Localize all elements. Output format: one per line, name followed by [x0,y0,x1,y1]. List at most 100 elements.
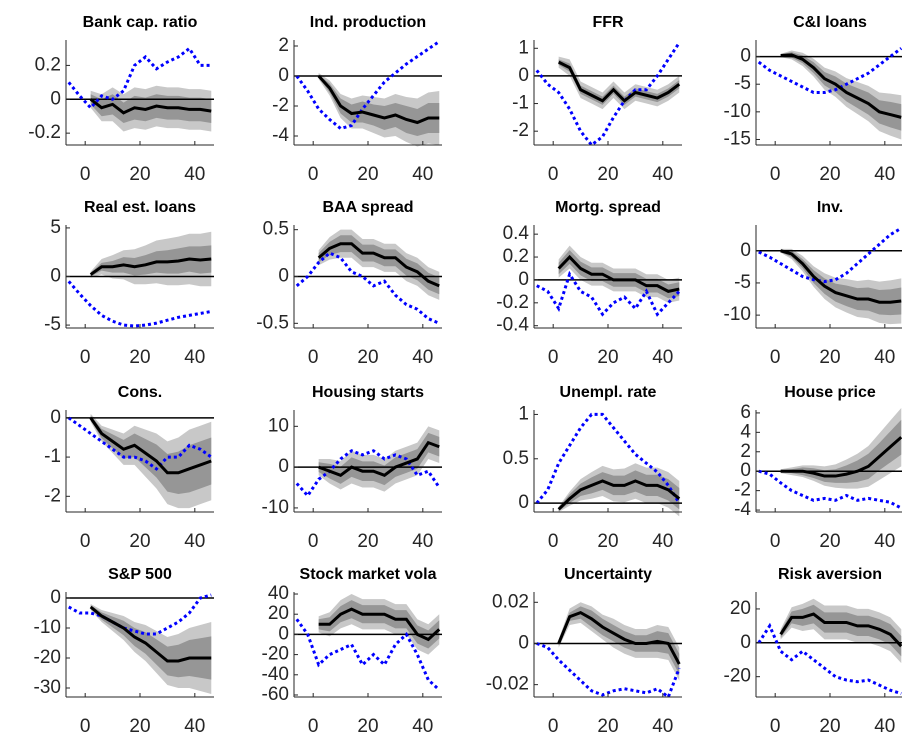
y-tick-label: -40 [262,664,289,685]
panel: Housing starts -10 0 10 0 20 40 [262,384,442,552]
x-tick-label: 20 [357,531,378,552]
x-tick-label: 0 [548,531,559,552]
y-tick-label: -20 [724,666,751,687]
panel-title: Inv. [817,199,843,216]
dotted-line [758,469,902,510]
confidence-band [90,245,212,277]
y-tick-label: 0 [50,266,61,287]
y-tick-label: -4 [272,125,289,146]
panel-title: Ind. production [310,14,426,31]
dotted-line [295,251,440,325]
y-tick-label: 20 [268,603,289,624]
y-tick-label: -2 [272,95,289,116]
x-tick-label: 0 [80,531,91,552]
confidence-band [90,605,212,680]
x-tick-label: 0 [770,347,781,368]
panel-title: FFR [592,14,624,31]
dotted-line [68,593,212,636]
y-tick-label: 0.5 [503,448,529,469]
panel: Mortg. spread-0.4-0.200.20.40 20 40 [496,199,682,368]
panel: S&P 500 -30 -20 -10 0 0 20 40 [34,566,214,737]
panel-title: House price [784,384,876,401]
median-line [89,98,212,115]
x-tick-label: 20 [597,716,618,737]
y-tick-label: -4 [734,499,751,520]
panel-title: Bank cap. ratio [83,14,198,31]
x-tick-label: 20 [597,164,618,185]
x-tick-label: 20 [357,347,378,368]
panel-title: Cons. [118,384,162,401]
x-tick-label: 0 [770,164,781,185]
x-tick-label: 0 [308,164,319,185]
y-tick-label: 10 [268,415,289,436]
y-tick-label: 40 [268,583,289,604]
x-tick-label: 0 [770,716,781,737]
panel: Uncertainty -0.02 0 0.02 0 20 40 [486,566,682,737]
x-tick-label: 40 [652,347,673,368]
x-tick-label: 20 [129,164,150,185]
x-tick-label: 40 [652,716,673,737]
y-tick-label: 6 [740,402,751,423]
y-tick-label: 0 [50,88,61,109]
panel: Cons. -2 -1 0 0 20 40 [44,384,214,552]
y-tick-label: -2 [734,480,751,501]
y-tick-label: 1 [518,37,529,58]
dotted-line [295,40,441,131]
median-line [780,53,902,119]
panel-title: Real est. loans [84,199,196,216]
dotted-line [535,412,681,505]
y-tick-label: 0 [518,492,529,513]
y-tick-label: 0 [278,266,289,287]
x-tick-label: 0 [548,164,559,185]
y-tick-label: -0.5 [256,312,289,333]
panel: Risk aversion -20 0 20 0 20 40 [724,566,902,737]
x-tick-label: 40 [412,716,433,737]
x-tick-label: 20 [819,347,840,368]
x-tick-label: 20 [129,347,150,368]
y-tick-label: -30 [34,677,61,698]
median-line [317,242,440,288]
median-line [557,479,681,511]
confidence-band [90,415,212,494]
y-tick-label: 0 [518,269,529,290]
panel-title: BAA spread [323,199,414,216]
panel: Unempl. rate 0 0.5 1 0 20 40 [503,384,682,552]
y-tick-label: -0.2 [28,122,61,143]
median-line [89,257,212,276]
y-tick-label: 2 [740,441,751,462]
panel-title: Stock market vola [300,566,437,583]
dotted-line [295,618,441,692]
panel: Real est. loans -5 0 5 0 20 40 [44,199,214,368]
y-tick-label: 0 [740,632,751,653]
confidence-band [780,604,902,657]
y-tick-label: -5 [734,272,751,293]
x-tick-label: 0 [770,531,781,552]
median-line [89,416,212,475]
dotted-line [295,449,441,499]
y-tick-label: 0 [740,460,751,481]
y-tick-label: -5 [44,314,61,335]
panel: Inv. -10 -5 0 0 20 40 [724,199,902,368]
y-tick-label: 0 [740,240,751,261]
x-tick-label: 20 [819,531,840,552]
y-tick-label: -2 [44,485,61,506]
x-tick-label: 40 [652,164,673,185]
dotted-line [758,226,902,284]
panel-title: Housing starts [312,384,424,401]
y-tick-label: 5 [50,217,61,238]
dotted-line [67,280,212,328]
y-tick-label: -1 [44,446,61,467]
median-line [557,254,680,293]
panel-title: Uncertainty [564,566,652,583]
median-line [318,440,440,477]
y-tick-label: -60 [262,684,289,705]
median-line [780,249,902,304]
confidence-band [318,432,440,486]
dotted-line [67,416,213,471]
y-tick-label: 0 [278,456,289,477]
x-tick-label: 40 [184,164,205,185]
x-tick-label: 40 [184,716,205,737]
y-tick-label: -1 [512,93,529,114]
